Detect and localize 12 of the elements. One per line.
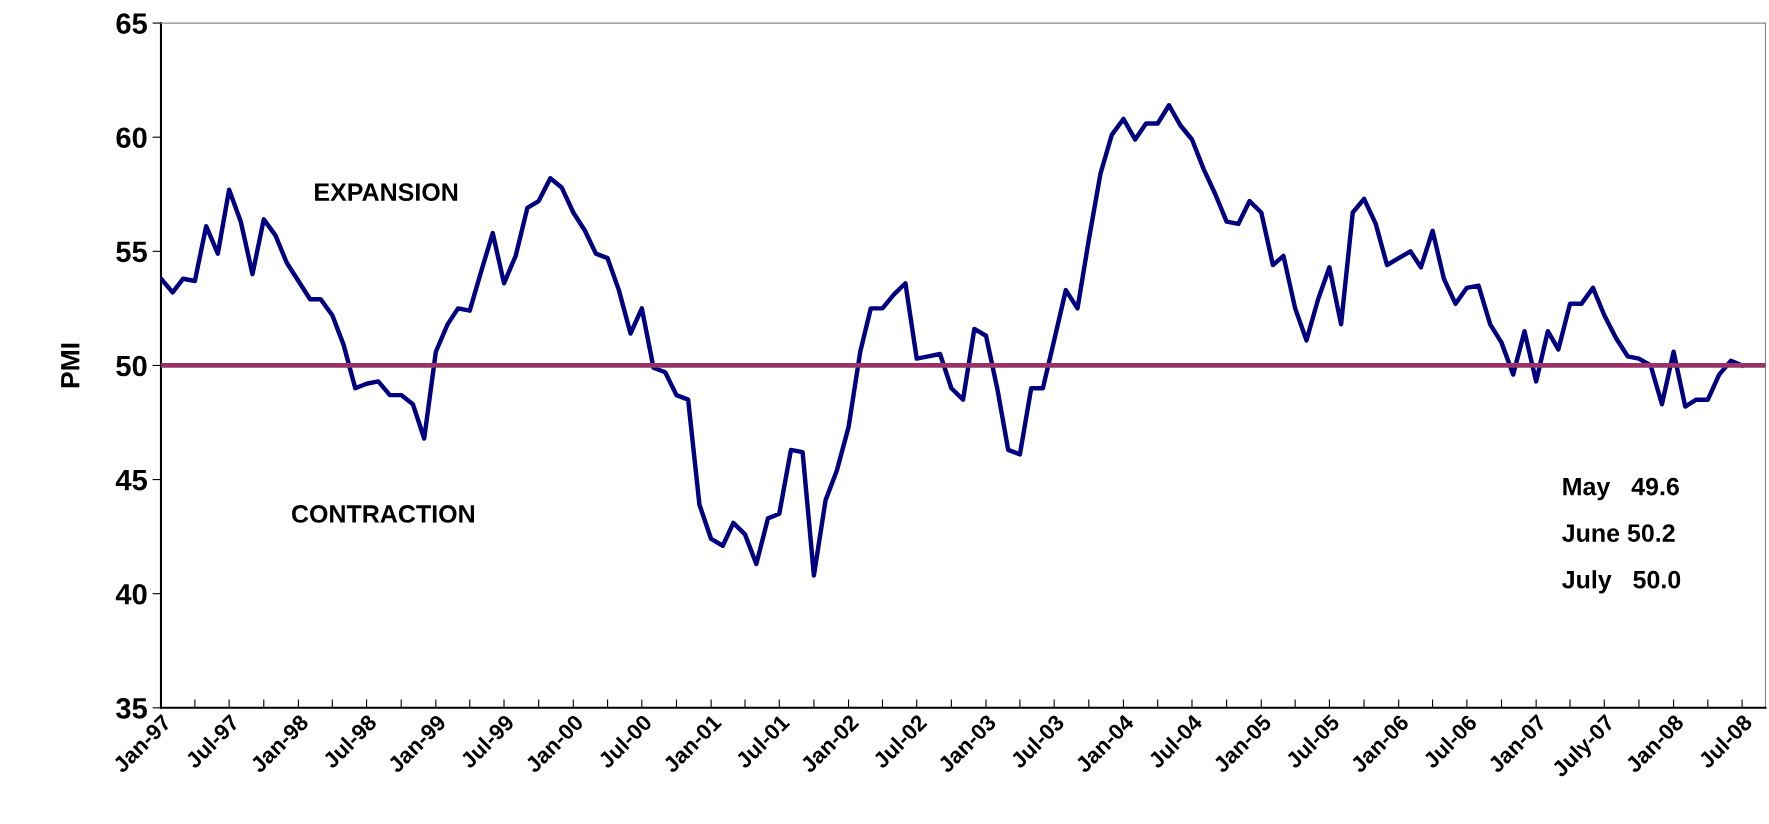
y-tick-label: 40 [115,583,147,605]
y-tick-label: 45 [115,470,147,491]
y-tick-label: 50 [116,355,147,377]
y-axis-title: PMI [61,343,80,388]
y-tick-label: 65 [116,13,147,34]
y-tick-label: 55 [116,241,147,263]
annotation: May 49.6 [1563,477,1679,501]
annotation: July 50.0 [1562,570,1681,594]
annotation: EXPANSION [315,183,458,201]
y-tick-label: 60 [116,127,147,149]
annotation: CONTRACTION [291,505,474,523]
annotation: June 50.2 [1562,524,1675,542]
